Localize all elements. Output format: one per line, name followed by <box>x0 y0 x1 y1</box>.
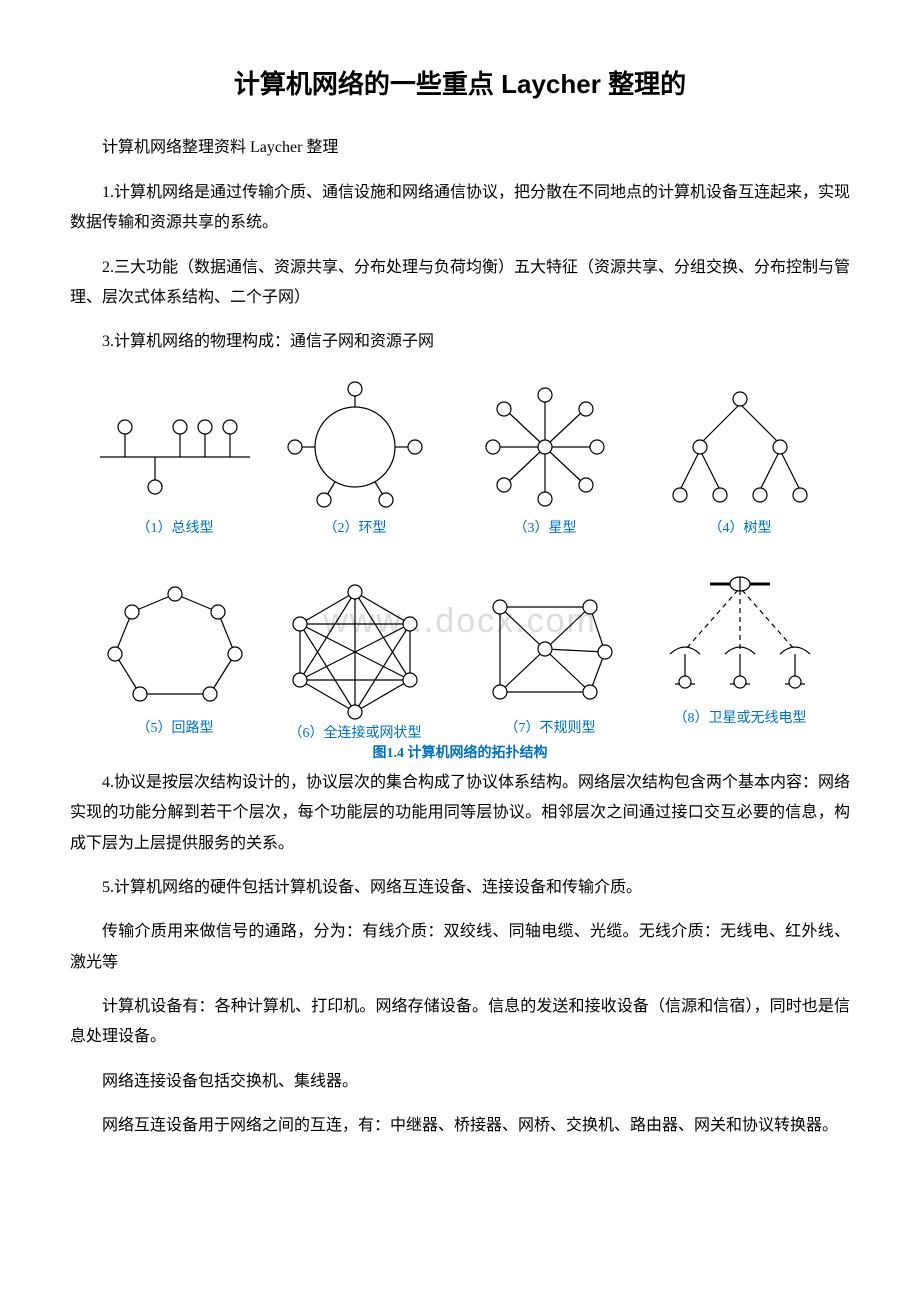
diagram-label: （5）回路型 <box>137 720 214 736</box>
paragraph: 计算机网络整理资料 Laycher 整理 <box>70 133 850 163</box>
paragraph: 计算机设备有：各种计算机、打印机。网络存储设备。信息的发送和接收设备（信源和信宿… <box>70 992 850 1053</box>
paragraph: 5.计算机网络的硬件包括计算机设备、网络互连设备、连接设备和传输介质。 <box>70 873 850 903</box>
paragraph: 3.计算机网络的物理构成：通信子网和资源子网 <box>70 327 850 357</box>
diagram-label: （2）环型 <box>324 520 387 536</box>
topology-star: （3）星型 <box>486 388 604 536</box>
topology-bus: （1）总线型 <box>100 420 250 536</box>
topology-diagram: www...docx.com （1）总线型 （2）环型 <box>70 372 850 762</box>
diagram-label: （8）卫星或无线电型 <box>674 710 807 726</box>
topology-tree: （4）树型 <box>673 392 807 536</box>
diagram-label: （3）星型 <box>514 520 577 536</box>
diagram-label: （1）总线型 <box>137 520 214 536</box>
paragraph: 网络互连设备用于网络之间的互连，有：中继器、桥接器、网桥、交换机、路由器、网关和… <box>70 1111 850 1141</box>
diagram-label: （7）不规则型 <box>505 720 596 736</box>
paragraph: 传输介质用来做信号的通路，分为：有线介质：双绞线、同轴电缆、光缆。无线介质：无线… <box>70 917 850 978</box>
watermark-text: www...docx.com <box>322 602 597 640</box>
topology-ring: （2）环型 <box>288 382 422 536</box>
diagram-label: （6）全连接或网状型 <box>289 724 422 741</box>
paragraph: 1.计算机网络是通过传输介质、通信设施和网络通信协议，把分散在不同地点的计算机设… <box>70 178 850 239</box>
paragraph: 网络连接设备包括交换机、集线器。 <box>70 1067 850 1097</box>
figure-caption: 图1.4 计算机网络的拓扑结构 <box>373 744 548 761</box>
topology-satellite: （8）卫星或无线电型 <box>670 577 810 726</box>
paragraph: 2.三大功能（数据通信、资源共享、分布处理与负荷均衡）五大特征（资源共享、分组交… <box>70 253 850 314</box>
topology-loop: （5）回路型 <box>108 587 242 736</box>
paragraph: 4.协议是按层次结构设计的，协议层次的集合构成了协议体系结构。网络层次结构包含两… <box>70 768 850 859</box>
page-title: 计算机网络的一些重点 Laycher 整理的 <box>70 60 850 109</box>
diagram-label: （4）树型 <box>709 520 772 536</box>
